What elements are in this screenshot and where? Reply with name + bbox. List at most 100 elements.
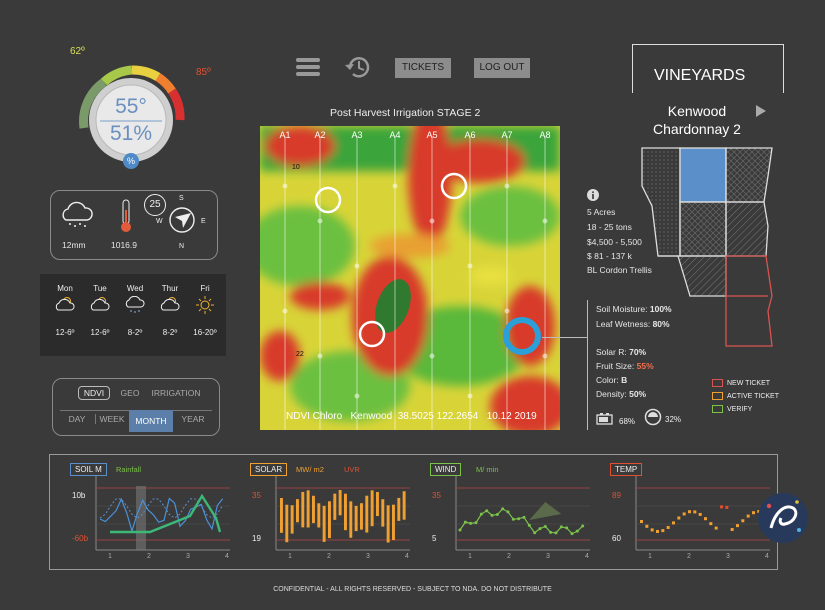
map-row-label-bottom: 22 [296,351,304,358]
battery-icon [596,412,614,430]
chart-x-tick: 3 [546,553,550,560]
gauge-high-label: 85º [196,67,211,78]
period-year-button[interactable]: YEAR [181,414,205,424]
chart-x-tick: 2 [507,553,511,560]
readings-divider [587,300,588,430]
info-tons: 18 - 25 tons [587,222,632,232]
forecast-day: Thur 8-2º [153,284,187,337]
signal-value: 32% [665,415,682,424]
block-name-line2: Chardonnay 2 [653,121,741,137]
humidity-temperature-gauge [72,58,190,176]
chart-x-tick: 3 [186,553,190,560]
chart-x-tick: 4 [585,553,589,560]
pressure-value: 1016.9 [111,240,137,250]
forecast-temp: 8-2º [162,328,178,337]
leaf-wetness-reading: Leaf Wetness: 80% [596,319,670,329]
humidity-badge: % [126,156,135,166]
forecast-day: Fri 16-20º [188,284,222,337]
temperature-value: 55° [115,95,147,118]
forecast-day-label: Thur [161,284,179,293]
vineyards-header-frame [632,44,784,93]
chart-x-tick: 3 [366,553,370,560]
info-icon[interactable] [587,188,599,206]
mini-chart[interactable]: SOLAR MW/ m2 UVR 35 19 1 2 3 4 [250,458,418,566]
mini-chart[interactable]: SOIL M Rainfall 10b -60b 1 2 3 4 [70,458,238,566]
map-column-label: A7 [501,130,513,140]
sun-icon [188,296,222,318]
map-column-label: A8 [539,130,551,140]
history-icon[interactable] [343,53,373,86]
cloud-rain-icon [118,295,152,318]
cloud-sun-icon [48,296,82,318]
map-callout-line [542,337,588,338]
chart-x-tick: 2 [687,553,691,560]
tickets-button[interactable]: TICKETS [395,58,451,78]
compass-e: E [201,218,206,225]
mini-chart[interactable]: WIND M/ min 35 5 1 2 3 4 [430,458,598,566]
legend-active-ticket: ACTIVE TICKET [712,392,779,400]
chart-label: TEMP [610,463,643,476]
chart-x-tick: 4 [405,553,409,560]
chart-y-bottom: -60b [72,534,89,543]
soil-moisture-reading: Soil Moisture: 100% [596,304,672,314]
compass-icon [167,205,197,240]
forecast-temp: 12-6º [55,328,75,337]
signal-icon [644,408,662,431]
forecast-list: Mon 12-6º Tue 12-6º Wed 8-2º Thur 8-2º Fri 16-20º [48,284,224,352]
period-day-button[interactable]: DAY [68,414,86,424]
cloud-rain-icon [60,200,94,235]
forecast-temp: 12-6º [90,328,110,337]
map-column-label: A1 [279,130,291,140]
map-column-label: A2 [314,130,326,140]
forecast-temp: 8-2º [127,328,143,337]
compass-w: W [156,218,163,225]
chart-sublabel: MW/ m2 [296,465,324,474]
layer-irrigation-button[interactable]: IRRIGATION [151,388,201,398]
chart-sublabel: M/ min [476,465,499,474]
forecast-day: Wed 8-2º [118,284,152,337]
cloud-sun-icon [153,296,187,318]
period-month-button[interactable]: MONTH [129,410,173,432]
period-week-button[interactable]: WEEK [95,414,128,424]
app-logo [755,490,811,551]
color-reading: Color: B [596,375,628,385]
chart-label: SOIL M [70,463,107,476]
chart-x-tick: 4 [765,553,769,560]
chart-y-bottom: 5 [432,534,437,543]
mini-chart[interactable]: TEMP 89 60 1 2 3 4 [610,458,778,566]
charts-row: SOIL M Rainfall 10b -60b 1 2 3 4 SOLAR MW/ m2 UVR 3… [52,458,772,566]
info-value-range: $4,500 - 5,500 [587,237,642,247]
chart-x-tick: 1 [108,553,112,560]
layer-geo-button[interactable]: GEO [120,388,140,398]
map-title: Post Harvest Irrigation STAGE 2 [330,107,481,119]
forecast-day-label: Tue [93,284,107,293]
map-column-labels: A1 A2 A3 A4 A5 A6 A7 A8 [260,130,560,144]
forecast-day: Mon 12-6º [48,284,82,337]
map-caption: NDVI Chloro Kenwood 38.5025 122.2654 10.… [286,411,537,422]
chart-y-bottom: 19 [252,534,261,543]
map-column-label: A5 [426,130,438,140]
info-trellis: BL Cordon Trellis [587,265,652,275]
density-reading: Density: 50% [596,389,647,399]
forecast-day-label: Mon [57,284,73,293]
chart-x-tick: 1 [288,553,292,560]
chart-y-top: 35 [432,491,441,500]
compass-s: S [179,195,184,202]
layer-ndvi-button[interactable]: NDVI [78,386,110,400]
forecast-temp: 16-20º [193,328,217,337]
chart-label: SOLAR [250,463,288,476]
battery-value: 68% [619,417,636,426]
chart-sublabel-2: UVR [344,465,360,474]
forecast-day-label: Fri [200,284,210,293]
logout-button[interactable]: LOG OUT [474,58,530,78]
block-map[interactable] [638,146,778,356]
ndvi-map[interactable] [260,126,560,430]
next-block-icon[interactable] [755,104,767,123]
solar-reading: Solar R: 70% [596,347,647,357]
legend-verify: VERIFY [712,405,752,413]
menu-icon[interactable] [296,56,320,83]
chart-x-tick: 4 [225,553,229,560]
chart-y-top: 35 [252,491,261,500]
forecast-panel [40,274,226,356]
weather-panel [50,190,218,260]
